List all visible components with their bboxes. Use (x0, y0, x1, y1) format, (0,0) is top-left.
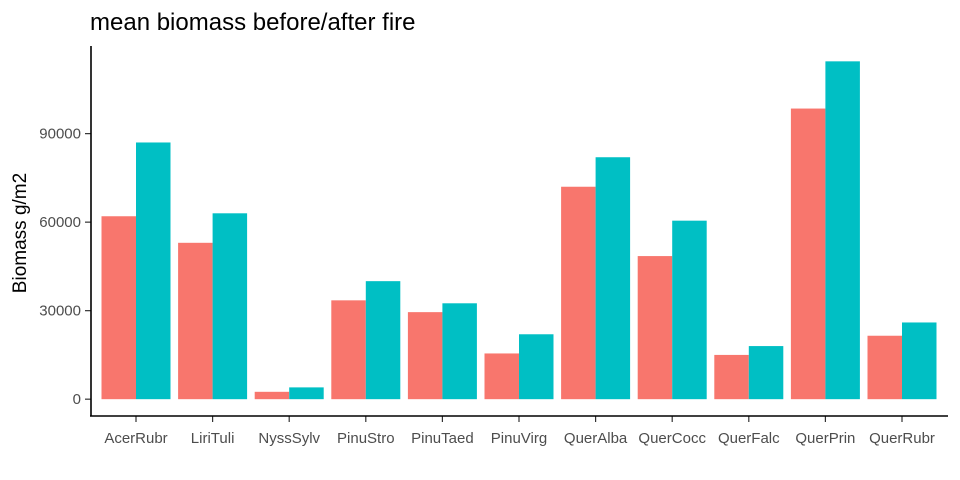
x-tick-label-LiriTuli: LiriTuli (191, 430, 235, 447)
bar-PinuStro-series-2 (365, 281, 401, 400)
bar-LiriTuli-series-2 (212, 213, 248, 400)
bar-NyssSylv-series-1 (254, 391, 290, 400)
bar-QuerFalc-series-1 (714, 354, 749, 400)
bar-AcerRubr-series-1 (101, 216, 136, 400)
x-tick-label-QuerPrin: QuerPrin (795, 430, 855, 447)
x-tick-label-PinuStro: PinuStro (337, 430, 395, 447)
y-tick-label: 0 (73, 391, 81, 408)
bar-QuerAlba-series-2 (595, 157, 631, 400)
x-tick-label-PinuTaed: PinuTaed (411, 430, 474, 447)
bar-PinuStro-series-1 (331, 300, 366, 400)
bar-PinuTaed-series-1 (407, 312, 443, 400)
bar-QuerRubr-series-2 (902, 322, 937, 400)
bar-QuerRubr-series-1 (867, 335, 902, 400)
x-tick-label-NyssSylv: NyssSylv (258, 430, 320, 447)
bar-PinuTaed-series-2 (442, 303, 477, 400)
x-tick-label-QuerRubr: QuerRubr (869, 430, 935, 447)
y-tick-label: 90000 (39, 126, 81, 143)
y-axis-ticks: 0 30000 60000 90000 (39, 126, 91, 408)
x-tick-label-PinuVirg: PinuVirg (491, 430, 547, 447)
y-tick-label: 30000 (39, 303, 81, 320)
bar-LiriTuli-series-1 (178, 242, 213, 400)
bar-PinuVirg-series-1 (484, 353, 519, 400)
x-tick-label-QuerFalc: QuerFalc (718, 430, 780, 447)
bars-group (101, 61, 937, 400)
bar-QuerCocc-series-1 (637, 256, 673, 400)
bar-QuerPrin-series-1 (790, 108, 826, 400)
bar-QuerPrin-series-2 (825, 61, 860, 400)
x-tick-label-QuerCocc: QuerCocc (638, 430, 706, 447)
x-axis-ticks: AcerRubr LiriTuli NyssSylv PinuStro PinuTaed… (104, 416, 935, 447)
bar-NyssSylv-series-2 (289, 387, 324, 400)
chart-title: mean biomass before/after fire (90, 9, 416, 36)
bar-AcerRubr-series-2 (136, 142, 171, 400)
x-tick-label-QuerAlba: QuerAlba (564, 430, 628, 447)
bar-PinuVirg-series-2 (519, 334, 554, 400)
y-axis-label: Biomass g/m2 (10, 173, 31, 293)
y-tick-label: 60000 (39, 214, 81, 231)
bar-QuerAlba-series-1 (561, 186, 596, 400)
bar-QuerFalc-series-2 (748, 346, 784, 400)
bar-QuerCocc-series-2 (672, 220, 707, 400)
x-tick-label-AcerRubr: AcerRubr (104, 430, 167, 447)
